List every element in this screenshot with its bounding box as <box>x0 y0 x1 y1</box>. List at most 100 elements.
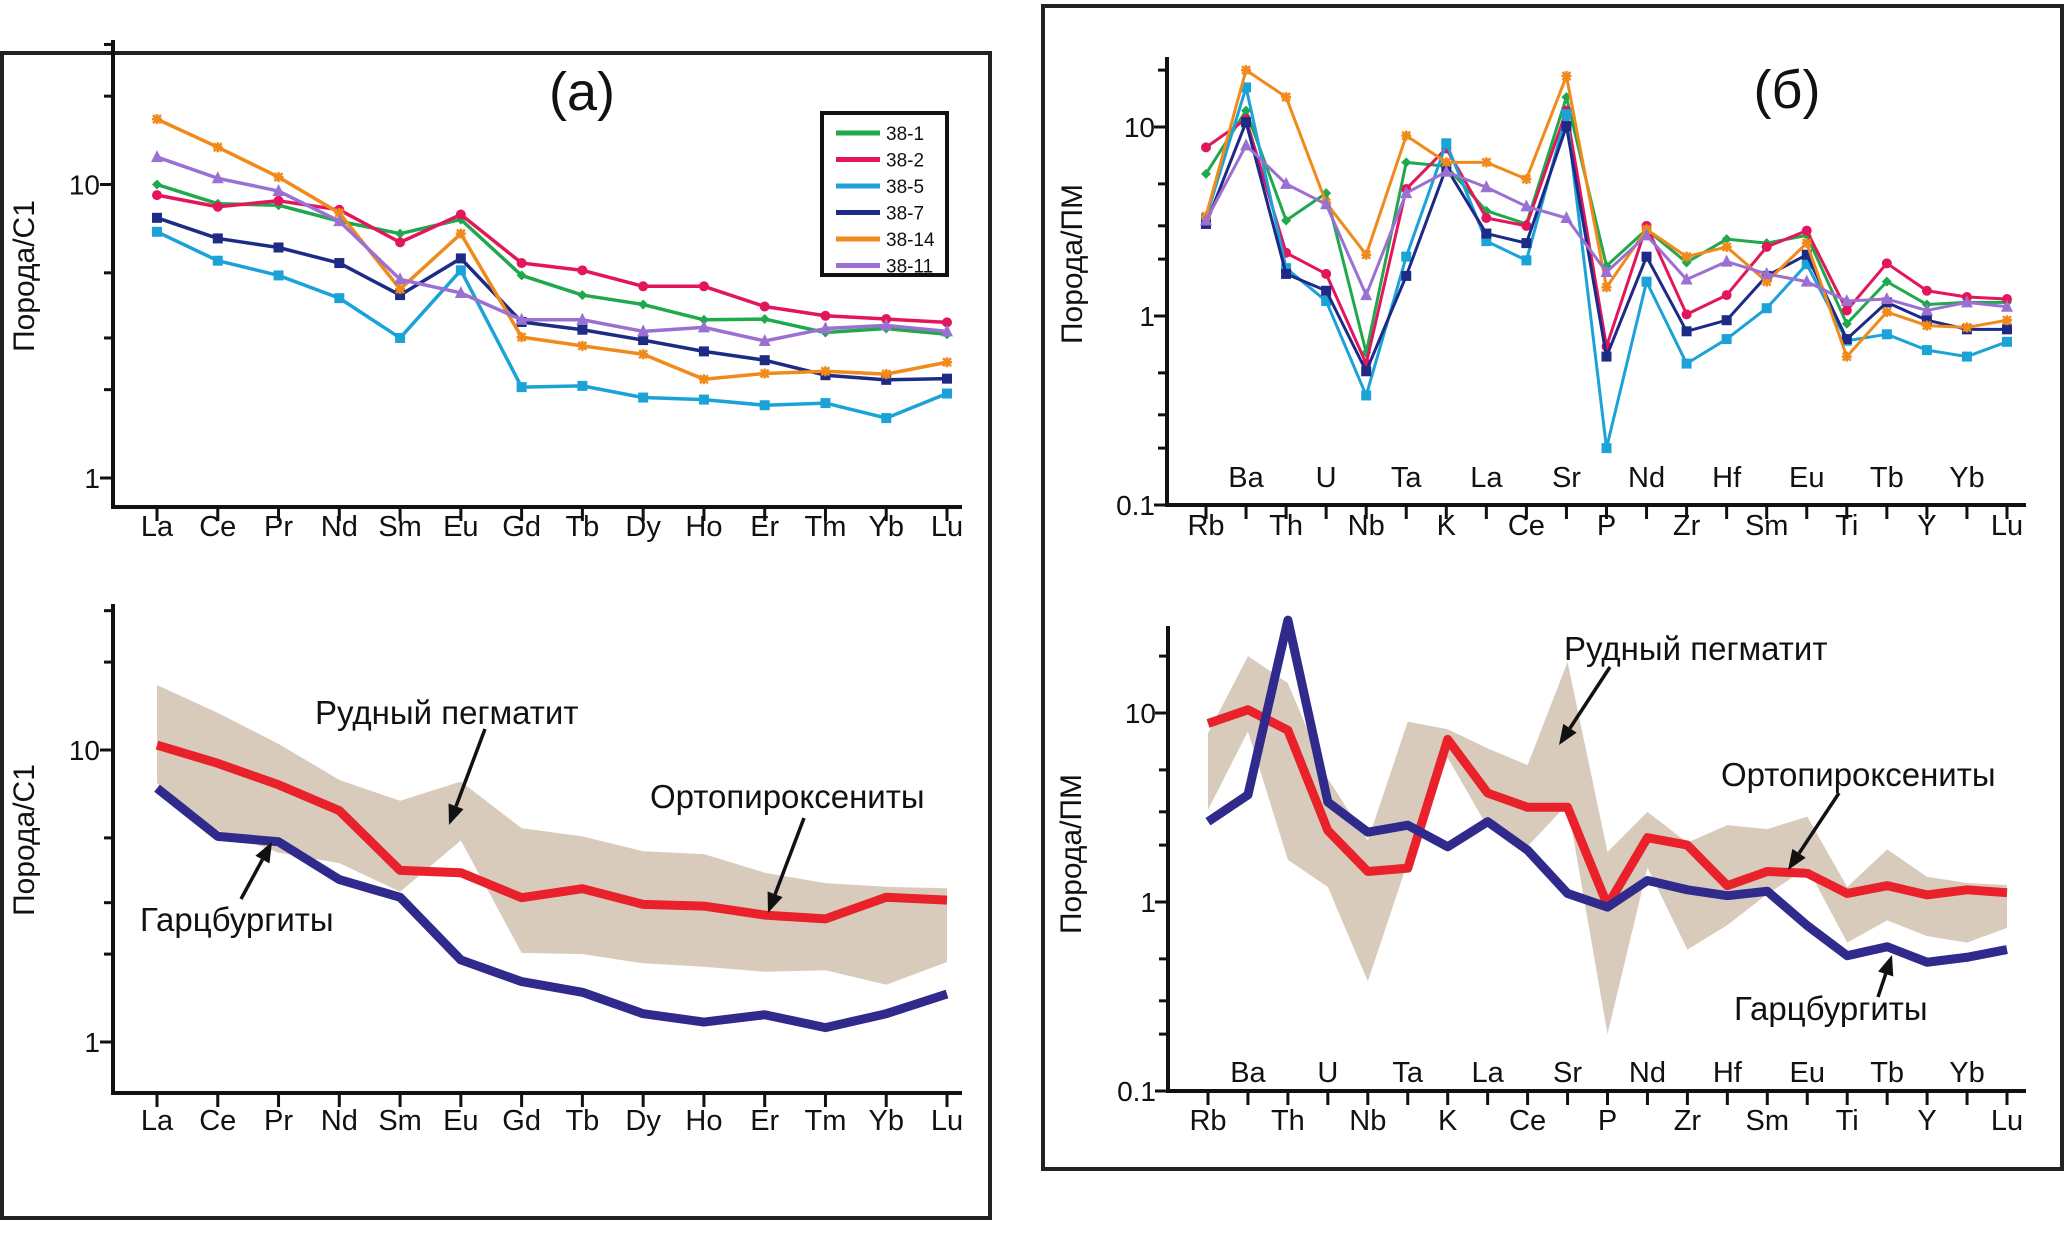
data-point <box>152 212 162 223</box>
legend-item: 38-5 <box>836 177 924 198</box>
data-point <box>1841 334 1852 345</box>
panel-b-label: (б) <box>1754 60 1821 120</box>
x-tick-label: Sm <box>378 511 422 543</box>
legend-item: 38-2 <box>836 151 924 172</box>
data-point <box>455 265 466 276</box>
data-point <box>1480 180 1493 193</box>
data-point <box>1240 138 1253 151</box>
x-tick-label: Th <box>1269 510 1303 542</box>
x-tick-label: Er <box>750 1105 779 1137</box>
series-38-1 <box>1201 92 2012 358</box>
x-tick-label: U <box>1316 462 1337 494</box>
data-point <box>1761 276 1772 287</box>
x-tick-label: Pr <box>264 511 293 543</box>
x-tick-label: Yb <box>868 511 903 543</box>
x-tick-label: La <box>141 1105 174 1137</box>
data-point <box>698 281 709 292</box>
annotation: Гарцбургиты <box>140 842 334 938</box>
x-tick-label: Sm <box>1746 1105 1790 1137</box>
x-tick-label: Ce <box>199 511 236 543</box>
data-point <box>1561 121 1572 132</box>
arrow-head-icon <box>767 891 783 913</box>
data-point <box>942 357 952 368</box>
data-point <box>1760 266 1773 279</box>
data-point <box>1921 320 1932 331</box>
arrow-head-icon <box>1878 955 1894 977</box>
chart-a-bottom: 10 1 Порода/С1 La Ce Pr Nd Sm Eu Gd Tb Dy Ho Er Tm Yb Lu <box>8 604 963 1137</box>
data-point <box>1721 315 1732 326</box>
arrow-head-icon <box>448 803 464 825</box>
data-point <box>638 281 649 292</box>
x-tick-label: Ba <box>1230 1057 1266 1089</box>
arrow-line <box>239 858 264 900</box>
legend-label: 38-11 <box>886 257 933 278</box>
series-line <box>154 784 949 1033</box>
x-tick-label: Ce <box>199 1105 236 1137</box>
panel-a-frame <box>0 51 992 1220</box>
series-line <box>155 740 948 924</box>
series-line <box>156 193 948 325</box>
legend-label: 38-2 <box>886 151 924 172</box>
x-tick-label: Nb <box>1348 510 1385 542</box>
data-point <box>1721 290 1732 301</box>
x-tick-label: Eu <box>443 511 478 543</box>
data-point <box>1481 213 1492 224</box>
data-point <box>1840 294 1853 307</box>
data-point <box>516 382 527 393</box>
data-point <box>1401 251 1412 262</box>
x-tick-label: Er <box>750 511 779 543</box>
y-axis-title: Порода/С1 <box>8 200 41 352</box>
x-tick-label: Eu <box>443 1105 478 1137</box>
data-point <box>638 392 649 403</box>
series-38-11 <box>151 150 953 346</box>
data-point <box>1921 315 1932 326</box>
x-tick-label: Yb <box>868 1105 903 1137</box>
data-point <box>1801 259 1812 270</box>
y-tick-label: 10 <box>69 735 100 766</box>
data-point <box>1761 241 1772 252</box>
x-tick-label: Lu <box>1991 1105 2023 1137</box>
data-point <box>1201 168 1211 179</box>
x-tick-label: U <box>1317 1057 1338 1089</box>
y-tick-label: 0.1 <box>1117 1076 1156 1107</box>
x-tick-label: Tb <box>565 1105 599 1137</box>
x-tick-label: Sr <box>1553 1057 1582 1089</box>
data-point <box>1401 157 1412 168</box>
data-point <box>1841 351 1852 362</box>
data-point <box>819 321 832 334</box>
data-point <box>1241 65 1252 76</box>
data-point <box>515 312 528 325</box>
data-point <box>698 374 709 385</box>
data-point <box>395 332 406 343</box>
data-point <box>1200 213 1212 226</box>
y-tick-label: 0.1 <box>1116 490 1155 521</box>
data-point <box>881 413 892 424</box>
data-point <box>212 255 223 266</box>
data-point <box>212 233 223 244</box>
x-tick-label: Ta <box>1392 1057 1424 1089</box>
x-tick-label: P <box>1597 510 1616 542</box>
data-point <box>1401 270 1412 281</box>
arrow-line <box>773 817 806 895</box>
data-point <box>333 214 346 227</box>
x-tick-label: Ta <box>1391 462 1423 494</box>
x-tick-label: Ho <box>685 511 722 543</box>
series-38-11 <box>1200 138 2013 316</box>
data-point <box>638 299 649 310</box>
data-point <box>212 201 223 212</box>
x-tick-label: Zr <box>1674 1105 1702 1137</box>
data-point <box>1681 309 1692 320</box>
data-point <box>273 270 284 281</box>
data-point <box>2002 315 2012 326</box>
data-point <box>577 324 588 335</box>
data-point <box>1800 274 1813 287</box>
data-point <box>1801 249 1812 260</box>
data-point <box>2001 299 2013 312</box>
data-point <box>881 369 892 380</box>
legend-item: 38-1 <box>836 124 924 145</box>
data-point <box>942 373 952 384</box>
x-tick-label: Hf <box>1712 462 1742 494</box>
data-point <box>1681 326 1692 337</box>
